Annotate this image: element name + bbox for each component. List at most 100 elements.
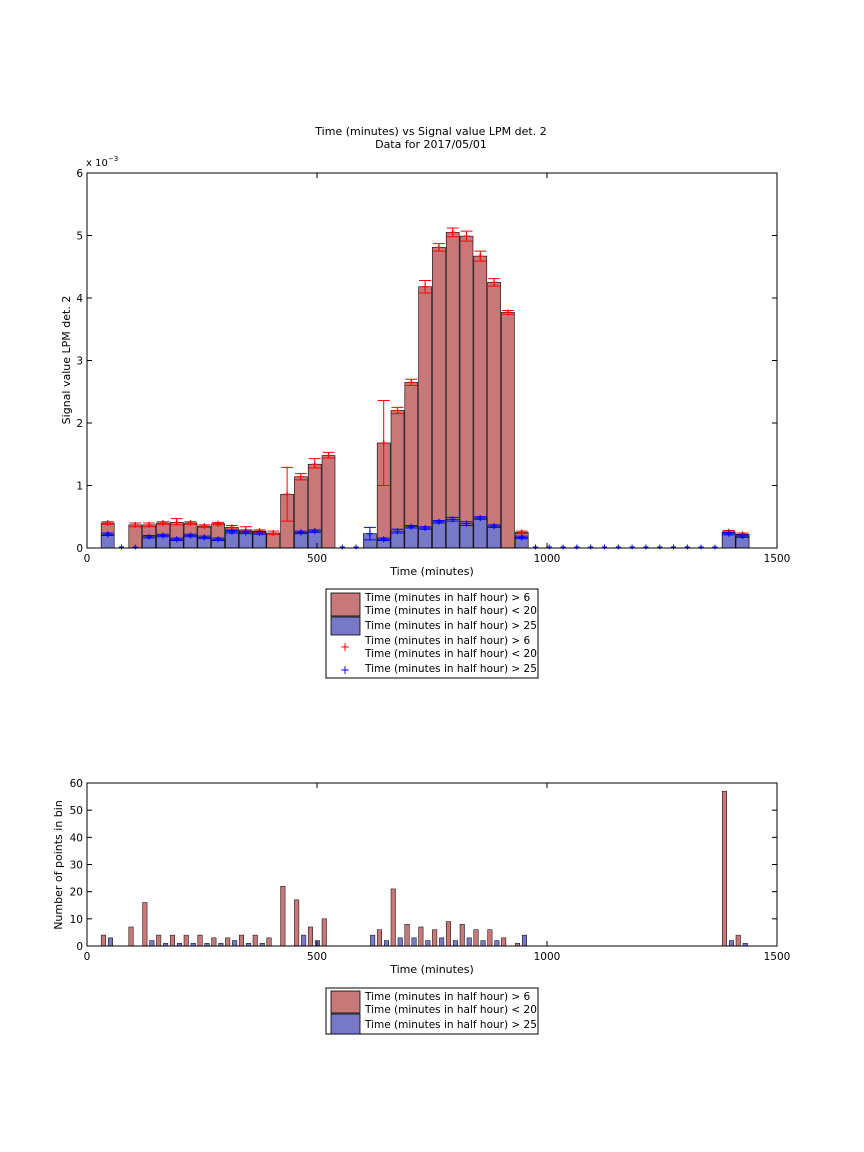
count-bar-series-1 bbox=[211, 937, 217, 947]
count-bar-series-1 bbox=[735, 934, 741, 947]
count-bar-series-1 bbox=[156, 934, 162, 947]
bar-series-1 bbox=[404, 382, 419, 549]
legend-entry-1-line-1: Time (minutes in half hour) > 6 bbox=[364, 991, 531, 1003]
y-tick-label: 40 bbox=[70, 832, 83, 844]
legend-entry-1-line-1: Time (minutes in half hour) > 6 bbox=[364, 592, 531, 604]
count-chart: 0 500 1000 1500 0 10 20 30 40 50 60 Time (minutes… bbox=[52, 778, 791, 1035]
count-bar-series-2 bbox=[397, 937, 403, 947]
plot-frame bbox=[86, 782, 778, 947]
y-axis-label: Number of points in bin bbox=[52, 800, 65, 930]
count-bar-series-1 bbox=[197, 934, 203, 947]
count-bar-series-1 bbox=[238, 934, 244, 947]
chart-title: Time (minutes) vs Signal value LPM det. … bbox=[314, 125, 546, 138]
bar-series-2 bbox=[445, 518, 460, 549]
count-bar-series-1 bbox=[169, 934, 175, 947]
count-bar-series-1 bbox=[252, 934, 258, 947]
y-tick-label: 1 bbox=[76, 481, 83, 493]
y-tick-label: 20 bbox=[70, 887, 83, 899]
legend-swatch-series-1-bar bbox=[330, 592, 361, 617]
count-bar-series-1 bbox=[376, 929, 382, 947]
x-tick-label: 500 bbox=[307, 553, 327, 565]
signal-markers bbox=[101, 227, 749, 550]
y-tick-label: 5 bbox=[76, 231, 83, 243]
count-bar-series-2 bbox=[232, 940, 238, 947]
signal-chart: Time (minutes) vs Signal value LPM det. … bbox=[60, 125, 791, 679]
count-bar-series-2 bbox=[383, 940, 389, 947]
count-bar-series-2 bbox=[370, 934, 376, 947]
bar-series-1 bbox=[418, 286, 432, 549]
count-bar-series-1 bbox=[183, 934, 189, 947]
count-bar-series-1 bbox=[128, 926, 134, 947]
legend: Time (minutes in half hour) > 6 Time (mi… bbox=[325, 987, 539, 1035]
bar-series-1 bbox=[432, 247, 446, 549]
count-bar-series-1 bbox=[418, 926, 424, 947]
legend-entry-3-line-1: Time (minutes in half hour) > 6 bbox=[364, 635, 531, 647]
x-tick-label: 1500 bbox=[764, 951, 791, 963]
bar-series-1 bbox=[487, 282, 501, 549]
count-bar-series-1 bbox=[501, 937, 507, 947]
count-bar-series-1 bbox=[266, 937, 272, 947]
count-bar-series-1 bbox=[307, 926, 313, 947]
count-bar-series-1 bbox=[432, 929, 438, 947]
count-bar-series-2 bbox=[149, 940, 155, 947]
bar-series-2 bbox=[487, 525, 501, 549]
count-bar-series-1 bbox=[445, 921, 451, 947]
chart-subtitle: Data for 2017/05/01 bbox=[375, 138, 487, 151]
count-bar-series-2 bbox=[301, 934, 307, 947]
bar-series-2 bbox=[432, 521, 446, 549]
count-bars bbox=[100, 790, 748, 947]
bar-series-1 bbox=[445, 232, 460, 549]
count-bar-series-2 bbox=[494, 940, 500, 947]
x-axis-label: Time (minutes) bbox=[389, 565, 474, 578]
count-bar-series-1 bbox=[100, 934, 106, 947]
legend-entry-2: Time (minutes in half hour) > 25 bbox=[364, 1019, 537, 1031]
legend-box bbox=[325, 588, 539, 679]
legend-swatch-series-1-bar bbox=[330, 990, 361, 1014]
y-tick-label: 2 bbox=[76, 418, 83, 430]
legend-entry-4: Time (minutes in half hour) > 25 bbox=[364, 663, 537, 675]
count-bar-series-1 bbox=[459, 924, 465, 947]
legend-entry-1-line-2: Time (minutes in half hour) < 20 bbox=[364, 1004, 537, 1016]
x-tick-label: 500 bbox=[307, 951, 327, 963]
count-bar-series-1 bbox=[390, 888, 396, 947]
y-exponent-label: x 10−3 bbox=[86, 155, 118, 169]
count-bar-series-1 bbox=[142, 902, 148, 947]
count-bar-series-2 bbox=[411, 937, 417, 947]
x-tick-label: 1000 bbox=[534, 553, 561, 565]
legend-marker-blue: + bbox=[340, 663, 350, 677]
x-tick-label: 1500 bbox=[764, 553, 791, 565]
count-bar-series-2 bbox=[466, 937, 472, 947]
legend-swatch-series-2-bar bbox=[330, 616, 361, 636]
count-bar-series-2 bbox=[521, 934, 527, 947]
x-axis-ticks: 0 500 1000 1500 bbox=[84, 173, 791, 565]
count-bar-series-1 bbox=[294, 899, 300, 947]
signal-bars bbox=[100, 232, 750, 549]
count-bar-series-2 bbox=[425, 940, 431, 947]
legend-entry-1-line-2: Time (minutes in half hour) < 20 bbox=[364, 605, 537, 617]
x-tick-label: 0 bbox=[84, 553, 91, 565]
y-axis-ticks: 0 10 20 30 40 50 60 bbox=[70, 778, 777, 953]
count-bar-series-2 bbox=[452, 940, 458, 947]
count-bar-series-1 bbox=[404, 924, 410, 947]
x-axis-label: Time (minutes) bbox=[389, 963, 474, 976]
bar-series-1 bbox=[459, 235, 474, 549]
count-bar-series-2 bbox=[728, 940, 734, 947]
y-exponent-power: −3 bbox=[108, 155, 118, 163]
legend-box bbox=[325, 987, 539, 1035]
y-tick-label: 60 bbox=[70, 778, 83, 790]
legend-marker-red: + bbox=[340, 640, 350, 654]
y-axis-label: Signal value LPM det. 2 bbox=[60, 296, 73, 425]
count-bar-series-1 bbox=[321, 918, 327, 947]
y-tick-label: 0 bbox=[76, 543, 83, 555]
x-tick-label: 0 bbox=[84, 951, 91, 963]
bar-series-1 bbox=[473, 255, 488, 549]
legend-entry-2: Time (minutes in half hour) > 25 bbox=[364, 620, 537, 632]
bar-series-1 bbox=[501, 312, 515, 549]
bar-series-1 bbox=[390, 410, 405, 549]
count-bar-series-1 bbox=[487, 929, 493, 947]
legend: Time (minutes in half hour) > 6 Time (mi… bbox=[325, 588, 539, 679]
count-bar-series-2 bbox=[439, 937, 445, 947]
y-tick-label: 0 bbox=[76, 941, 83, 953]
bar-series-1 bbox=[321, 455, 336, 549]
